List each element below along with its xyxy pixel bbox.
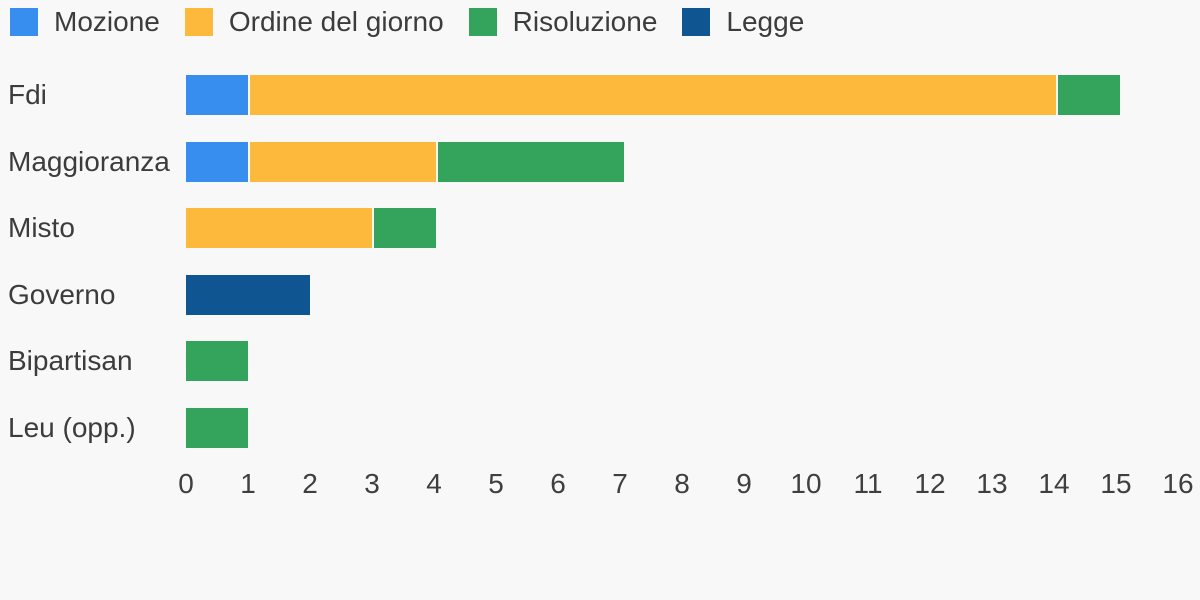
x-tick-label: 3 [364,468,380,499]
legend-item-mozione: Mozione [10,8,160,36]
x-tick-label: 5 [488,468,504,499]
bar-segment-mozione [186,141,248,182]
legend-label: Mozione [54,6,160,37]
legend-label: Ordine del giorno [228,6,444,37]
bar-segment-risoluzione [186,407,248,448]
legend-item-ordine-del-giorno: Ordine del giorno [184,6,444,37]
legend-label: Legge [726,6,805,37]
category-label: Leu (opp.) [8,411,136,443]
bar-row-leu-opp: Leu (opp.) [0,407,1200,448]
x-tick-label: 9 [736,468,752,499]
x-tick-label: 16 [1162,468,1194,499]
bar-segment-ordine-del-giorno [250,141,436,182]
bar-row-maggioranza: Maggioranza [0,141,1200,182]
bar-segment-mozione [186,75,248,115]
legend-swatch-mozione [10,8,38,36]
legend-swatch-risoluzione [468,8,497,36]
x-tick-label: 12 [914,468,946,499]
stacked-bar [186,141,624,182]
bar-segment-risoluzione [374,208,436,249]
bar-segment-risoluzione [1058,75,1120,115]
x-tick-label: 7 [612,468,628,499]
x-tick-label: 1 [240,468,256,499]
stacked-bar [186,407,248,448]
stacked-bar [186,75,1120,115]
x-tick-label: 6 [550,468,566,499]
legend-swatch-ordine-del-giorno [184,8,213,36]
bar-row-bipartisan: Bipartisan [0,341,1200,382]
bar-segment-risoluzione [186,341,248,382]
x-axis: 0 1 2 3 4 5 6 7 8 9 10 11 12 13 14 15 16 [0,470,1200,500]
category-label: Governo [8,278,116,310]
stacked-bar [186,208,436,249]
x-tick-label: 13 [976,468,1008,499]
bar-segment-legge [186,274,310,315]
bar-rows: Fdi Maggioranza Misto Governo Bipartisan Leu … [0,75,1200,475]
legend-item-risoluzione: Risoluzione [468,6,658,37]
legend-label: Risoluzione [512,6,658,37]
bar-segment-ordine-del-giorno [186,208,372,249]
bar-row-misto: Misto [0,208,1200,249]
legend-swatch-legge [682,8,711,36]
x-tick-label: 4 [426,468,442,499]
x-tick-label: 14 [1038,468,1070,499]
bar-segment-risoluzione [438,141,624,182]
legend-item-legge: Legge [682,8,804,36]
bar-segment-ordine-del-giorno [250,75,1056,115]
x-tick-label: 8 [674,468,690,499]
legend: Mozione Ordine del giorno Risoluzione Legge [10,8,804,36]
stacked-bar [186,341,248,382]
category-label: Bipartisan [8,345,133,377]
category-label: Maggioranza [8,145,170,177]
category-label: Misto [8,212,75,244]
category-label: Fdi [8,79,47,110]
bar-row-governo: Governo [0,274,1200,315]
x-tick-label: 15 [1100,468,1132,499]
x-tick-label: 0 [178,468,194,499]
x-tick-label: 2 [302,468,318,499]
bar-row-fdi: Fdi [0,75,1200,115]
x-tick-label: 11 [853,468,883,499]
stacked-bar [186,274,310,315]
x-tick-label: 10 [790,468,822,499]
